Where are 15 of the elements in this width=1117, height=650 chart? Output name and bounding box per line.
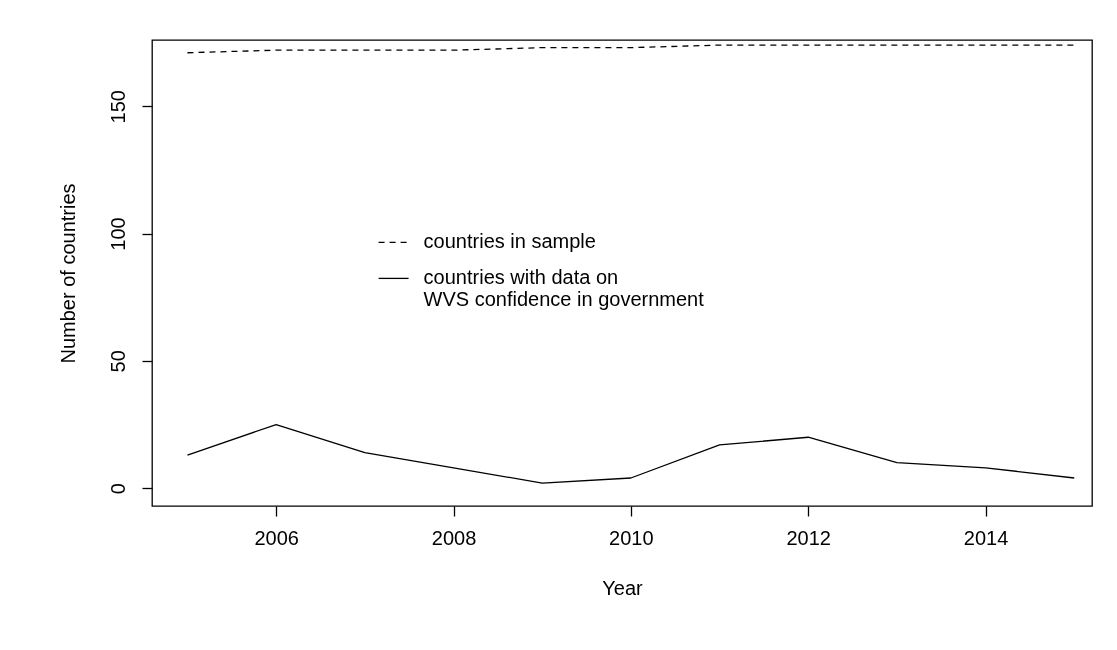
legend-label: countries with data on WVS confidence in government (423, 266, 705, 311)
y-axis-title: Number of countries (56, 183, 79, 364)
x-tick-label: 2006 (254, 526, 299, 549)
x-tick-label: 2012 (786, 526, 831, 549)
line-series (186, 423, 1075, 484)
x-tick-label: 2010 (609, 526, 654, 549)
x-axis-title: Year (602, 576, 644, 599)
legend-label: countries in sample (423, 230, 596, 253)
x-tick-label: 2014 (963, 526, 1009, 549)
x-tick-label: 2008 (431, 526, 477, 549)
y-tick-label: 0 (106, 483, 129, 495)
y-tick-label: 100 (106, 217, 129, 251)
y-tick-label: 50 (106, 350, 129, 373)
line-series (186, 44, 1075, 54)
y-tick-label: 150 (106, 90, 129, 124)
